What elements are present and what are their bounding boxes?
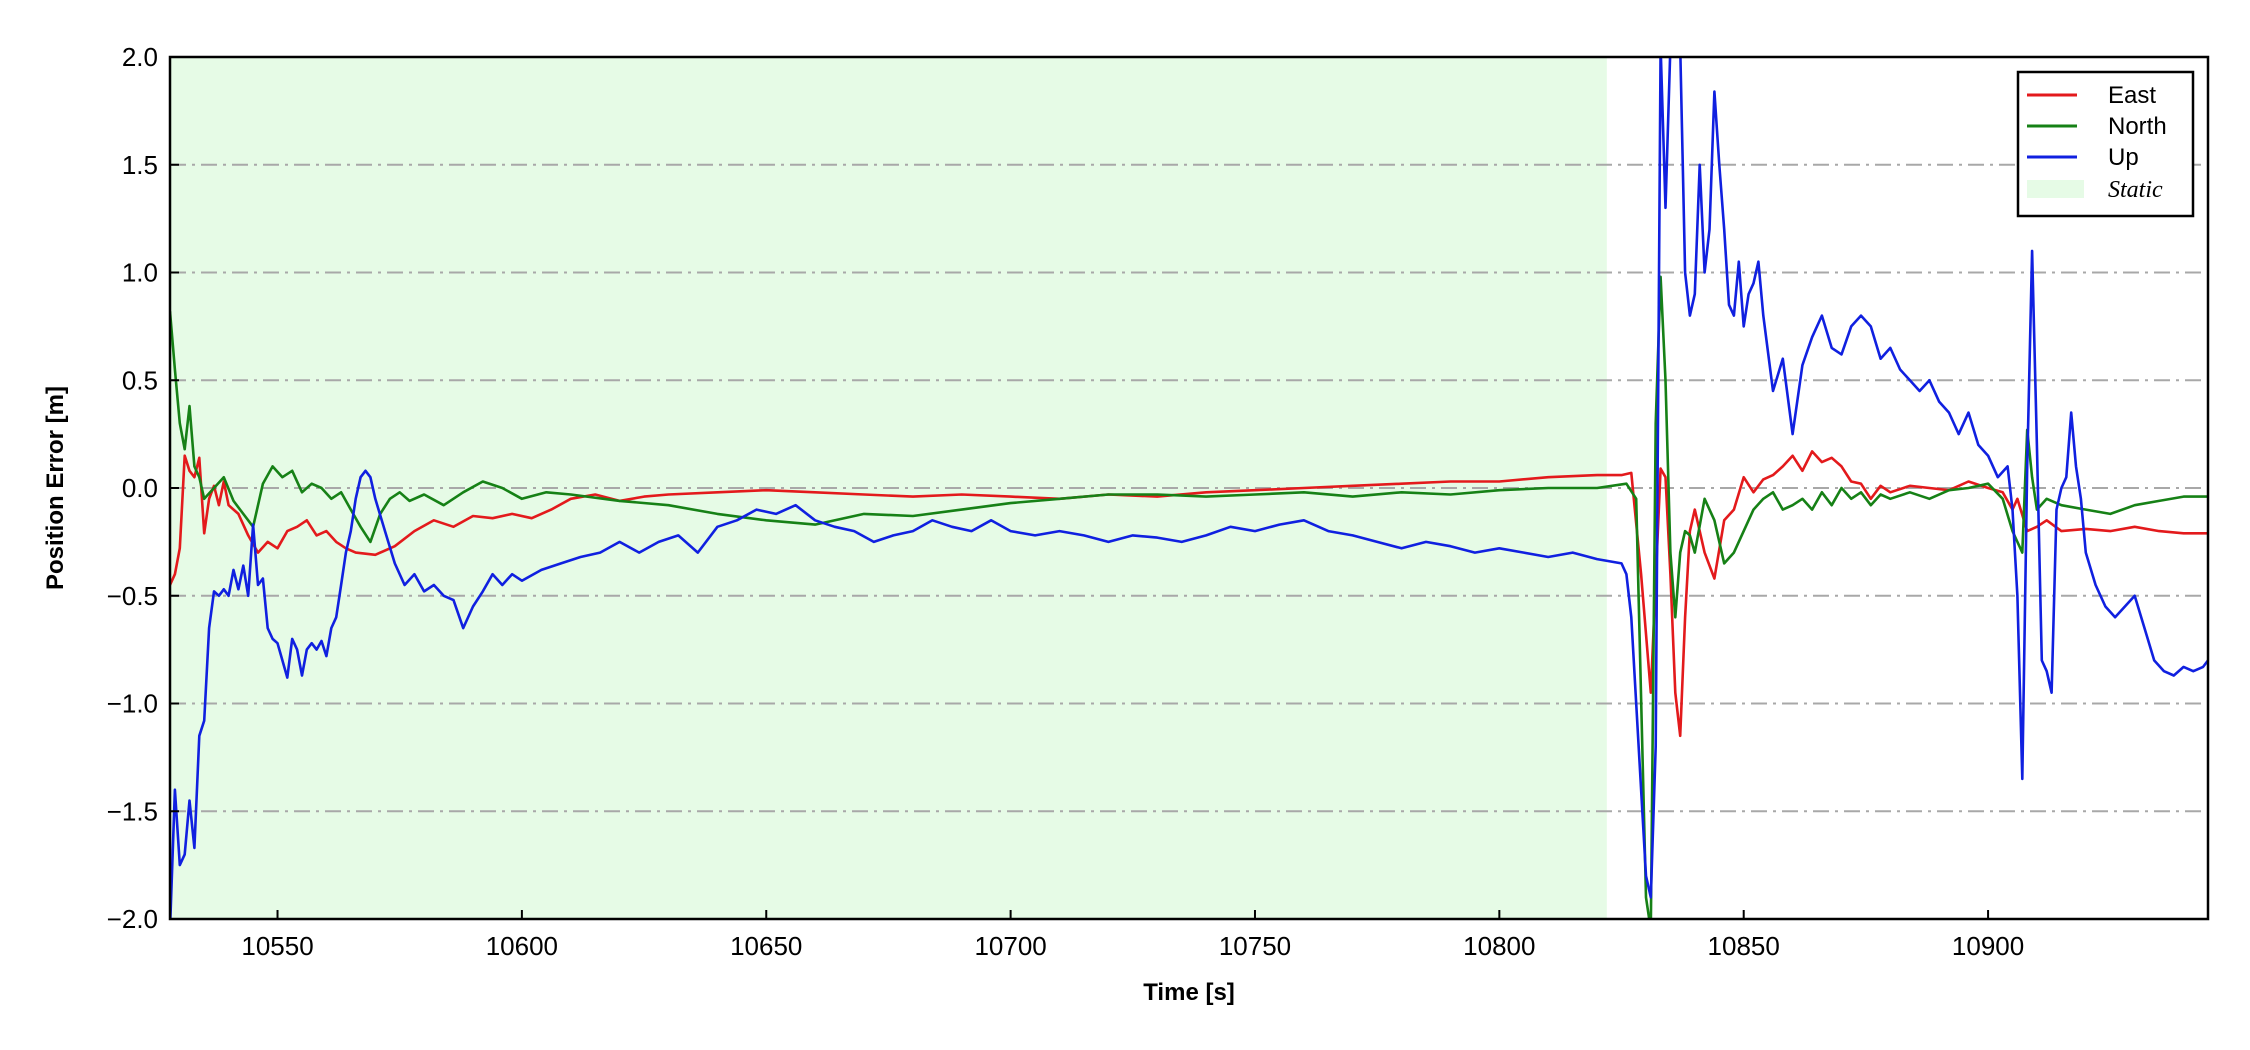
x-tick-label: 10850 (1708, 931, 1780, 961)
x-axis: 10550 10600 10650 10700 10750 10800 10850 10900 (241, 910, 2024, 961)
x-tick-label: 10750 (1219, 931, 1291, 961)
x-tick-label: 10800 (1463, 931, 1535, 961)
x-tick-label: 10900 (1952, 931, 2024, 961)
y-tick-label: 2.0 (122, 42, 158, 72)
x-tick-label: 10550 (241, 931, 313, 961)
y-axis-title: Position Error [m] (42, 386, 69, 590)
x-axis-title: Time [s] (1143, 979, 1235, 1006)
x-tick-label: 10700 (974, 931, 1046, 961)
y-tick-label: 1.0 (122, 258, 158, 288)
y-tick-label: −0.5 (107, 581, 158, 611)
y-axis: −2.0 −1.5 −1.0 −0.5 0.0 0.5 1.0 1.5 2.0 (107, 42, 179, 934)
legend-static-swatch (2027, 180, 2084, 198)
series-line-north (170, 275, 2208, 919)
series-line-up (170, 57, 2208, 919)
x-tick-label: 10600 (486, 931, 558, 961)
x-tick-label: 10650 (730, 931, 802, 961)
y-tick-label: −1.0 (107, 689, 158, 719)
series-lines (170, 57, 2208, 919)
y-tick-label: −1.5 (107, 796, 158, 826)
y-tick-label: 1.5 (122, 150, 158, 180)
legend-up-label: Up (2108, 144, 2139, 171)
legend-north-label: North (2108, 113, 2167, 140)
series-line-east (170, 450, 2208, 738)
legend: East North Up Static (2016, 70, 2195, 218)
grid-lines (170, 163, 2208, 813)
y-tick-label: −2.0 (107, 904, 158, 934)
legend-static-label: Static (2108, 177, 2163, 203)
legend-east-label: East (2108, 82, 2156, 109)
y-tick-label: 0.5 (122, 365, 158, 395)
y-tick-label: 0.0 (122, 473, 158, 503)
